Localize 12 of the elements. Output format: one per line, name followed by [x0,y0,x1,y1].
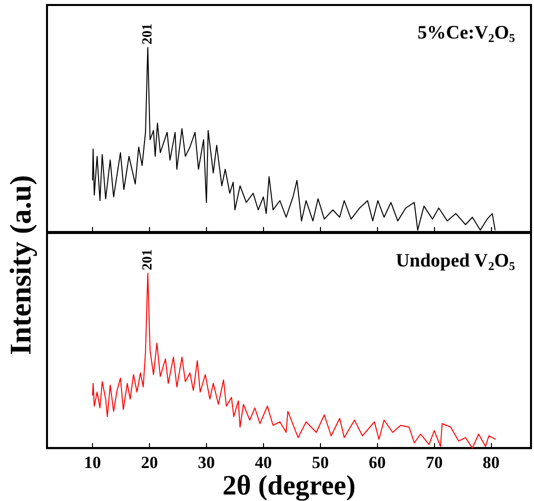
x-tick-label: 40 [254,453,272,472]
annotation: 201 [140,249,156,270]
x-axis-title: 2θ (degree) [222,470,356,501]
x-tick-label: 10 [84,453,102,472]
x-tick-label: 20 [140,453,158,472]
x-tick-label: 50 [312,453,329,472]
x-tick-label: 70 [426,453,443,472]
y-axis-title: Intensity (a.u) [4,175,38,356]
x-tick-label: 60 [368,453,386,472]
annotation: 201 [140,23,156,44]
x-tick-label: 80 [482,453,500,472]
x-tick-label: 30 [198,453,215,472]
